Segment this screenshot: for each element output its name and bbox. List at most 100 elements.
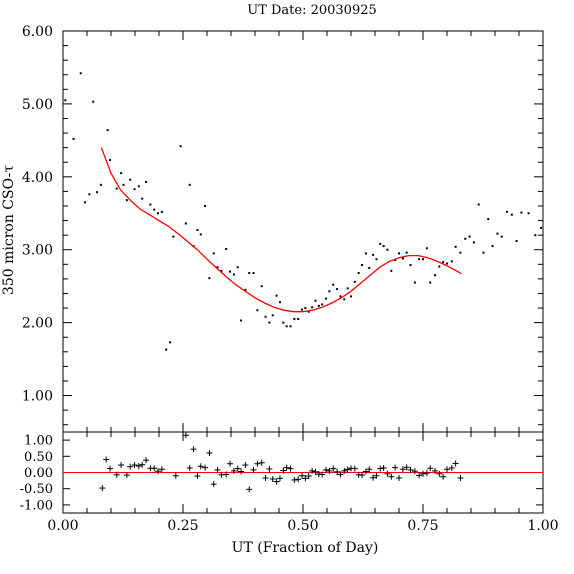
- data-point: [454, 245, 457, 248]
- main-plot-panel: 1.00 2.00 3.00 4.00 5.00 6.00: [22, 24, 544, 433]
- residual-point: [392, 464, 399, 471]
- residual-point: [197, 463, 204, 470]
- residual-point: [103, 456, 110, 463]
- residual-point: [238, 468, 245, 475]
- data-point: [332, 283, 335, 286]
- residual-point: [127, 463, 134, 470]
- data-point: [353, 280, 356, 283]
- residual-point: [227, 460, 234, 467]
- data-point: [487, 218, 490, 221]
- data-point: [99, 183, 102, 186]
- y-tick-label: 1.00: [22, 389, 53, 405]
- data-point: [450, 260, 453, 263]
- data-point: [145, 180, 148, 183]
- data-point: [464, 237, 467, 240]
- data-point: [409, 264, 412, 267]
- x-tick-label: 0.25: [167, 518, 198, 534]
- residual-point: [234, 465, 241, 472]
- residual-point: [266, 465, 273, 472]
- data-point: [129, 178, 132, 181]
- residual-point: [113, 471, 120, 478]
- data-point: [92, 100, 95, 103]
- residual-point: [323, 466, 330, 473]
- data-point: [179, 145, 182, 148]
- data-point: [275, 294, 278, 297]
- x-tick-label: 0.00: [47, 518, 78, 534]
- data-point: [434, 274, 436, 277]
- data-point: [297, 317, 300, 320]
- data-point: [285, 325, 288, 328]
- data-point: [229, 270, 232, 273]
- residual-point: [172, 472, 179, 479]
- data-point: [307, 310, 310, 313]
- y-axis-label: 350 micron CSO-τ: [1, 165, 17, 295]
- data-point: [446, 262, 448, 265]
- data-point: [225, 247, 228, 250]
- residual-point: [258, 459, 265, 466]
- data-point: [346, 287, 349, 290]
- data-point: [496, 232, 499, 235]
- y-tick-label: 0.00: [24, 466, 53, 481]
- data-point: [133, 188, 136, 191]
- residual-point: [427, 465, 434, 472]
- residual-point: [432, 467, 438, 474]
- data-point: [382, 245, 385, 248]
- residual-point: [377, 465, 384, 472]
- data-point: [401, 257, 404, 260]
- data-point: [96, 191, 99, 194]
- residual-point: [359, 472, 366, 479]
- data-point: [252, 272, 255, 275]
- y-tick-label: 3.00: [22, 243, 53, 259]
- residual-point: [186, 464, 193, 471]
- data-point: [149, 203, 152, 206]
- residual-point: [230, 467, 237, 474]
- data-point: [157, 212, 160, 215]
- data-point: [153, 208, 156, 211]
- data-point: [271, 314, 274, 317]
- residual-point: [151, 465, 158, 472]
- main-plot-frame: [62, 30, 544, 433]
- residual-point: [299, 472, 306, 479]
- data-point: [534, 234, 537, 237]
- residual-point: [440, 473, 447, 480]
- data-point: [289, 325, 292, 328]
- residual-point: [337, 471, 344, 478]
- data-point: [79, 72, 82, 75]
- residual-point: [302, 475, 309, 482]
- data-point: [343, 298, 346, 301]
- data-point: [339, 295, 342, 298]
- data-point: [109, 159, 112, 162]
- data-point: [442, 261, 445, 264]
- residual-point: [99, 485, 106, 492]
- data-point: [375, 258, 378, 261]
- chart-title: UT Date: 20030925: [247, 3, 377, 18]
- data-point: [204, 204, 207, 207]
- data-point: [196, 229, 199, 232]
- residual-point: [407, 466, 414, 473]
- data-point: [141, 197, 144, 200]
- residual-point: [139, 461, 146, 468]
- data-point: [199, 233, 202, 236]
- x-tick-label: 1.00: [527, 518, 558, 534]
- residual-point: [319, 471, 326, 478]
- residual-point: [280, 467, 287, 474]
- residual-point: [362, 468, 369, 475]
- y-tick-label: 4.00: [22, 170, 53, 186]
- x-tick-label: 0.75: [407, 518, 438, 534]
- data-point: [527, 212, 530, 215]
- y-tick-label: 1.00: [24, 434, 53, 449]
- data-point: [336, 288, 339, 291]
- data-point: [301, 308, 304, 311]
- data-point: [425, 247, 428, 250]
- residual-point: [351, 465, 358, 472]
- y-tick-label: 2.00: [22, 316, 53, 332]
- residual-point: [143, 457, 150, 464]
- data-point: [248, 272, 251, 275]
- data-point: [122, 183, 125, 186]
- residual-point: [254, 460, 261, 467]
- data-point: [468, 235, 471, 238]
- data-point: [106, 129, 109, 132]
- data-point: [256, 309, 259, 312]
- data-point: [137, 185, 140, 188]
- residual-point: [436, 470, 443, 477]
